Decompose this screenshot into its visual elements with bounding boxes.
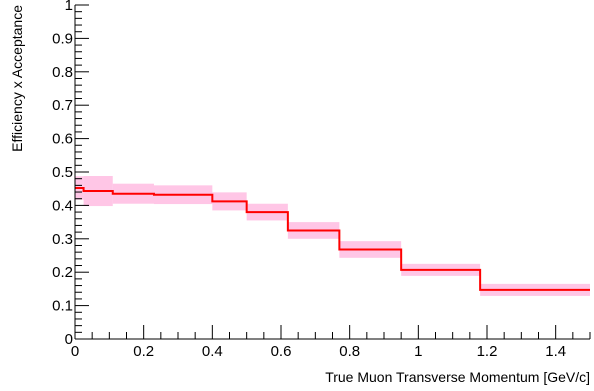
x-tick-label: 0.6 — [271, 343, 292, 360]
y-tick-label: 1 — [65, 0, 73, 14]
x-tick-label: 1 — [414, 343, 422, 360]
x-tick-label: 1.2 — [477, 343, 498, 360]
y-tick-label: 0 — [65, 331, 73, 348]
x-tick-label: 0.4 — [202, 343, 223, 360]
y-tick-label: 0.1 — [52, 298, 73, 315]
y-tick-label: 0.6 — [52, 131, 73, 148]
x-axis-title: True Muon Transverse Momentum [GeV/c] — [325, 369, 590, 385]
y-tick-label: 0.2 — [52, 264, 73, 281]
series-line — [75, 187, 590, 291]
x-tick-label: 0.8 — [339, 343, 360, 360]
y-tick-label: 0.5 — [52, 164, 73, 181]
x-tick-label: 1.4 — [545, 343, 566, 360]
x-tick-label: 0.2 — [133, 343, 154, 360]
y-tick-label: 0.4 — [52, 197, 73, 214]
tick-labels: 0 0.1 0.2 0.3 0.4 0.5 0.6 0.7 0.8 0.9 1 0 0.2 0.4 0.6 0… — [52, 0, 566, 360]
y-tick-label: 0.3 — [52, 231, 73, 248]
y-tick-label: 0.9 — [52, 30, 73, 47]
y-tick-label: 0.7 — [52, 97, 73, 114]
y-tick-label: 0.8 — [52, 64, 73, 81]
y-axis-title: Efficiency x Acceptance — [9, 5, 25, 152]
ticks — [74, 4, 591, 340]
step-histogram — [75, 187, 590, 291]
x-tick-label: 0 — [71, 343, 79, 360]
